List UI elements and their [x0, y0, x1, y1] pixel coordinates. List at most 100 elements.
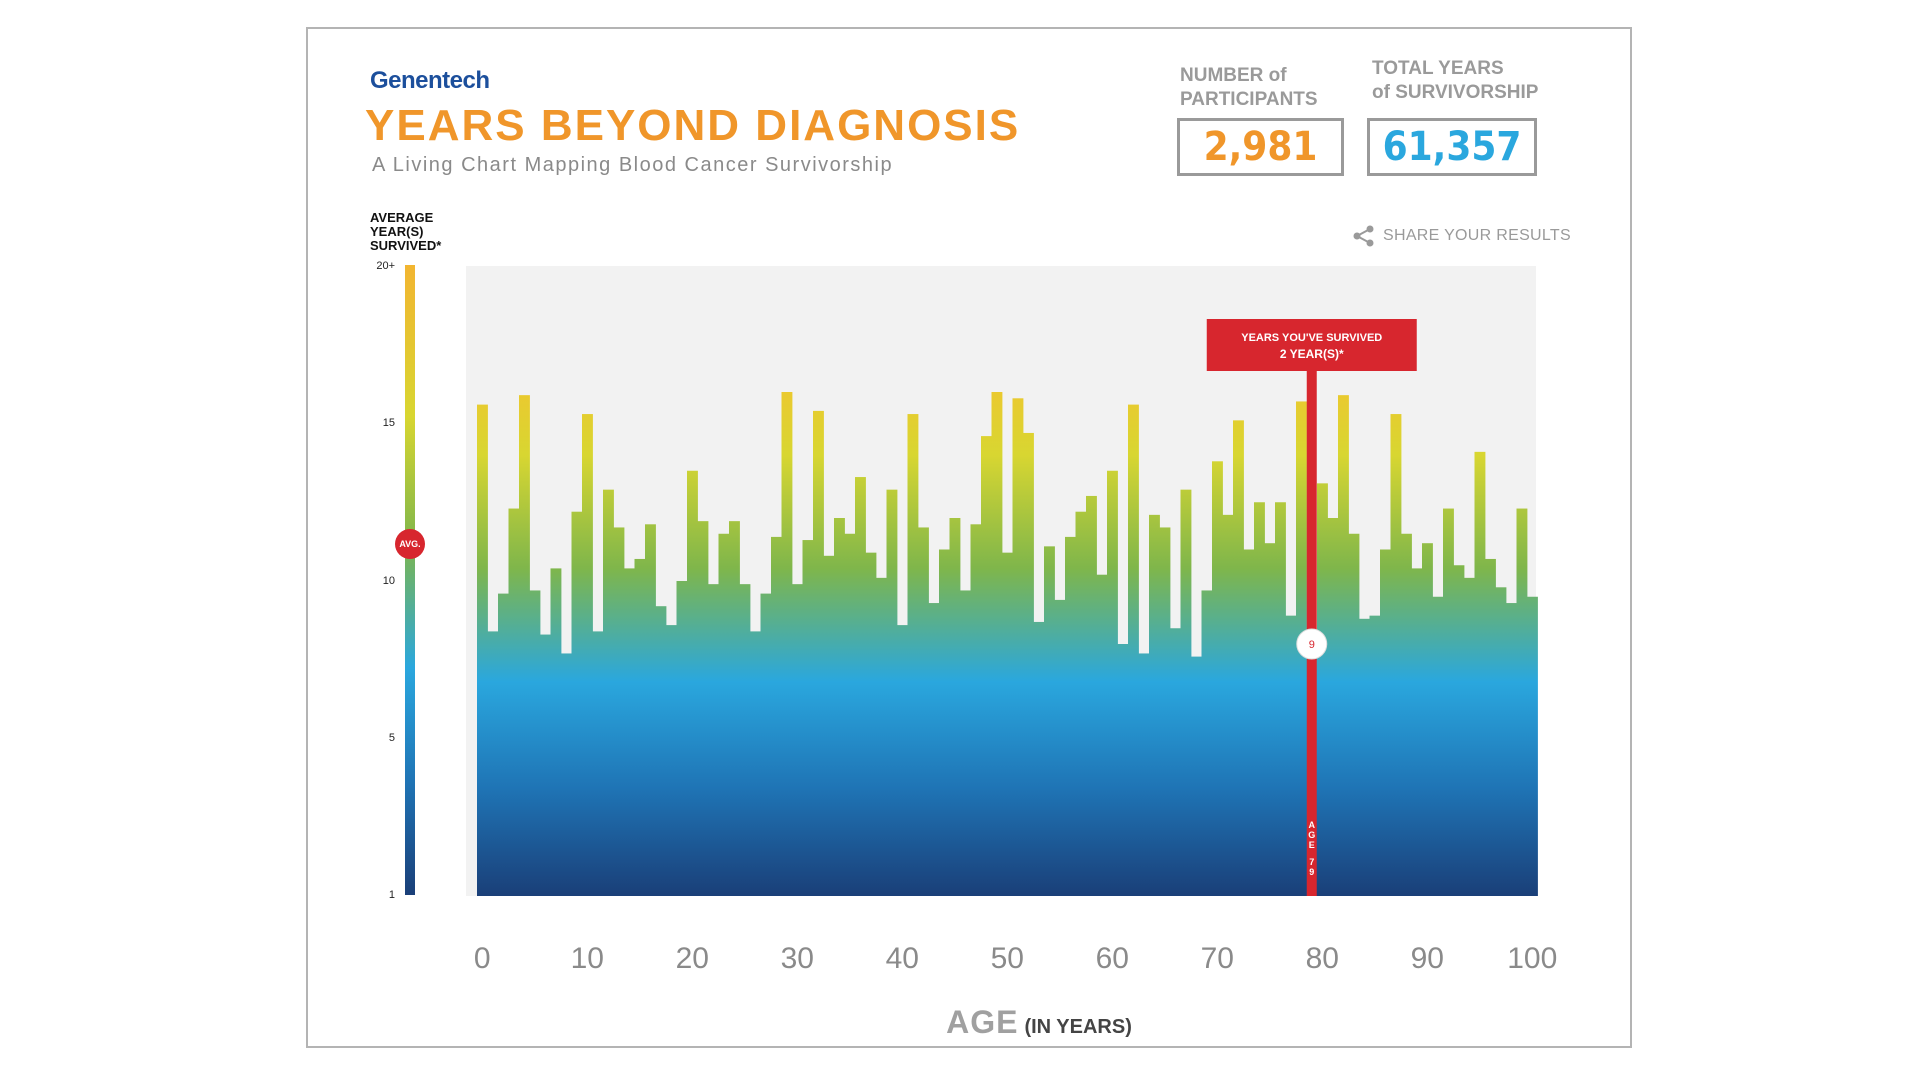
bar-age-60[interactable] — [1107, 470, 1118, 896]
bar-age-74[interactable] — [1254, 502, 1265, 896]
bar-age-2[interactable] — [498, 593, 509, 896]
bar-age-54[interactable] — [1044, 546, 1055, 896]
bar-age-19[interactable] — [676, 581, 688, 896]
bar-age-58[interactable] — [1086, 495, 1097, 896]
bar-age-13[interactable] — [613, 527, 625, 896]
bar-age-100[interactable] — [1527, 596, 1538, 896]
bar-age-42[interactable] — [918, 527, 929, 896]
bar-age-37[interactable] — [865, 552, 877, 896]
bar-age-43[interactable] — [928, 603, 940, 896]
bar-age-76[interactable] — [1275, 502, 1286, 896]
bar-age-85[interactable] — [1369, 615, 1381, 896]
bar-age-31[interactable] — [802, 540, 814, 896]
bar-age-71[interactable] — [1222, 514, 1234, 896]
bar-age-46[interactable] — [960, 590, 971, 896]
bar-age-4[interactable] — [519, 395, 530, 896]
bar-age-32[interactable] — [813, 410, 824, 896]
bar-age-98[interactable] — [1506, 603, 1517, 896]
bar-age-62[interactable] — [1128, 404, 1139, 896]
bar-age-22[interactable] — [708, 584, 719, 896]
bar-age-84[interactable] — [1359, 618, 1370, 896]
bar-age-9[interactable] — [571, 511, 583, 896]
bar-age-29[interactable] — [781, 392, 793, 896]
bar-age-91[interactable] — [1432, 596, 1444, 896]
bar-age-40[interactable] — [897, 625, 908, 896]
bar-age-66[interactable] — [1170, 628, 1181, 896]
bar-age-97[interactable] — [1495, 587, 1507, 896]
bar-age-52[interactable] — [1023, 432, 1034, 896]
bar-age-25[interactable] — [739, 584, 751, 896]
bar-age-45[interactable] — [949, 518, 961, 896]
bar-age-81[interactable] — [1327, 518, 1339, 896]
bar-age-49[interactable] — [991, 392, 1003, 896]
bar-age-17[interactable] — [655, 606, 667, 896]
bar-age-57[interactable] — [1075, 511, 1087, 896]
bar-age-15[interactable] — [634, 558, 646, 896]
bar-age-24[interactable] — [729, 521, 740, 896]
bar-age-73[interactable] — [1243, 549, 1255, 897]
bar-age-5[interactable] — [529, 590, 541, 896]
bar-age-51[interactable] — [1012, 398, 1024, 896]
bar-age-8[interactable] — [561, 653, 572, 896]
bar-age-50[interactable] — [1002, 552, 1013, 896]
bar-age-28[interactable] — [771, 536, 782, 896]
bar-age-65[interactable] — [1159, 527, 1171, 896]
bar-age-10[interactable] — [582, 414, 593, 896]
bar-age-14[interactable] — [624, 568, 635, 896]
bar-age-39[interactable] — [886, 489, 898, 896]
bar-age-34[interactable] — [834, 518, 845, 896]
bar-age-94[interactable] — [1464, 577, 1475, 896]
bar-age-75[interactable] — [1264, 543, 1276, 896]
bar-age-93[interactable] — [1453, 565, 1465, 896]
bar-age-86[interactable] — [1380, 549, 1391, 897]
bar-age-12[interactable] — [603, 489, 614, 896]
bar-age-99[interactable] — [1516, 508, 1528, 896]
bar-age-3[interactable] — [508, 508, 520, 896]
share-button[interactable]: SHARE YOUR RESULTS — [1353, 225, 1571, 247]
bar-age-26[interactable] — [750, 631, 761, 896]
bar-age-20[interactable] — [687, 470, 698, 896]
bar-age-53[interactable] — [1033, 621, 1045, 896]
bar-age-55[interactable] — [1054, 599, 1066, 896]
bar-age-30[interactable] — [792, 584, 803, 896]
bar-age-87[interactable] — [1390, 414, 1402, 896]
bar-age-61[interactable] — [1117, 644, 1129, 896]
bar-age-44[interactable] — [939, 549, 950, 897]
bar-age-38[interactable] — [876, 577, 887, 896]
bar-age-82[interactable] — [1338, 395, 1349, 896]
bar-age-23[interactable] — [718, 533, 730, 896]
bar-age-68[interactable] — [1191, 656, 1202, 896]
bar-age-16[interactable] — [645, 524, 656, 896]
bar-age-35[interactable] — [844, 533, 856, 896]
bar-age-21[interactable] — [697, 521, 709, 896]
bar-age-92[interactable] — [1443, 508, 1454, 896]
bar-age-36[interactable] — [855, 477, 866, 896]
bar-age-89[interactable] — [1411, 568, 1423, 896]
bar-age-7[interactable] — [550, 568, 562, 896]
bar-age-70[interactable] — [1212, 461, 1223, 896]
bar-age-47[interactable] — [970, 524, 982, 896]
bar-age-59[interactable] — [1096, 574, 1108, 896]
bar-age-69[interactable] — [1201, 590, 1213, 896]
bar-age-95[interactable] — [1474, 451, 1486, 896]
bar-age-64[interactable] — [1149, 514, 1160, 896]
bar-age-96[interactable] — [1485, 558, 1496, 896]
bar-age-18[interactable] — [666, 625, 677, 896]
bar-age-72[interactable] — [1233, 420, 1244, 896]
bar-age-67[interactable] — [1180, 489, 1192, 896]
bar-age-6[interactable] — [540, 634, 551, 896]
bar-age-48[interactable] — [981, 436, 992, 896]
bar-age-11[interactable] — [592, 631, 604, 896]
bar-age-63[interactable] — [1138, 653, 1150, 896]
bar-age-77[interactable] — [1285, 615, 1297, 896]
bar-age-1[interactable] — [487, 631, 499, 896]
bar-age-56[interactable] — [1065, 536, 1076, 896]
bar-age-90[interactable] — [1422, 543, 1433, 896]
bar-age-41[interactable] — [907, 414, 919, 896]
bar-age-88[interactable] — [1401, 533, 1412, 896]
bar-age-33[interactable] — [823, 555, 835, 896]
bar-age-27[interactable] — [760, 593, 772, 896]
bar-age-0[interactable] — [477, 404, 488, 896]
bar-age-83[interactable] — [1348, 533, 1360, 896]
bar-age-80[interactable] — [1317, 483, 1328, 896]
